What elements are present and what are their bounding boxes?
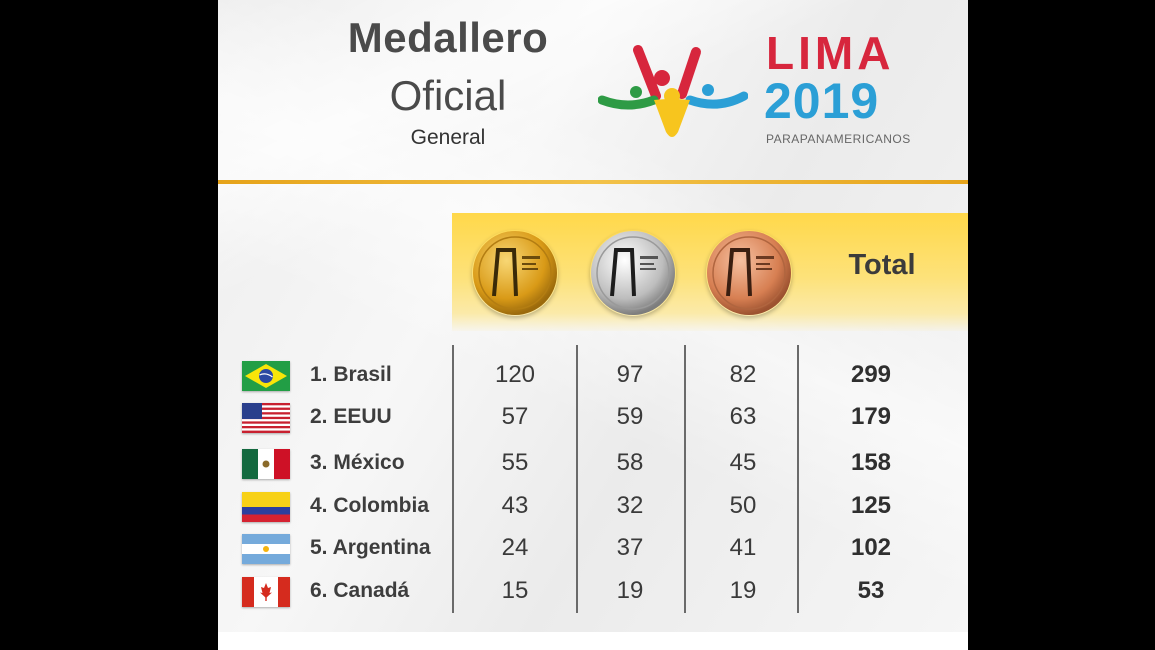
gold-count: 15 (501, 577, 529, 604)
medal-header-band: Total (452, 213, 968, 331)
silver-count: 59 (616, 403, 644, 430)
gold-count: 120 (494, 361, 536, 388)
silver-count: 97 (616, 361, 644, 388)
argentina-flag-icon (242, 534, 290, 564)
lima-2019-emblem-icon (597, 38, 749, 148)
bronze-count: 19 (729, 577, 757, 604)
canada-flag-icon (242, 577, 290, 607)
country-name: 4. Colombia (310, 494, 430, 517)
table-row: 1. Brasil 120 97 82 299 (218, 353, 968, 397)
medal-table-graphic: Medallero Oficial General LIMA 2019 PARA… (218, 0, 968, 650)
total-count: 179 (850, 403, 892, 430)
country-name: 1. Brasil (310, 363, 392, 386)
total-column-header: Total (848, 249, 916, 281)
logo-tagline: PARAPANAMERICANOS (766, 132, 911, 146)
total-count: 158 (850, 449, 892, 476)
gold-count: 43 (501, 492, 529, 519)
column-divider (684, 345, 686, 613)
footer-band (218, 632, 968, 650)
table-row: 2. EEUU 57 59 63 179 (218, 395, 968, 439)
page-subtitle: Oficial (389, 72, 507, 119)
table-row: 6. Canadá 15 19 19 53 (218, 569, 968, 613)
total-count: 102 (850, 534, 892, 561)
logo-wordmark: LIMA (766, 27, 895, 79)
table-row: 4. Colombia 43 32 50 125 (218, 484, 968, 528)
column-divider (576, 345, 578, 613)
page-title: Medallero (347, 14, 549, 61)
bronze-count: 45 (729, 449, 757, 476)
country-name: 6. Canadá (310, 579, 410, 602)
bronze-count: 63 (729, 403, 757, 430)
silver-count: 58 (616, 449, 644, 476)
country-name: 5. Argentina (310, 536, 431, 559)
logo-year: 2019 (764, 73, 880, 129)
country-name: 3. México (310, 451, 405, 474)
gold-medal-icon (472, 230, 558, 316)
bronze-count: 50 (729, 492, 757, 519)
table-row: 5. Argentina 24 37 41 102 (218, 526, 968, 570)
bronze-count: 41 (729, 534, 757, 561)
gold-count: 57 (501, 403, 529, 430)
brazil-flag-icon (242, 361, 290, 391)
silver-medal-icon (590, 230, 676, 316)
silver-count: 19 (616, 577, 644, 604)
bronze-medal-icon (706, 230, 792, 316)
table-row: 3. México 55 58 45 158 (218, 441, 968, 485)
silver-count: 37 (616, 534, 644, 561)
gold-count: 24 (501, 534, 529, 561)
header-divider (218, 180, 968, 184)
total-count: 53 (857, 577, 885, 604)
category-label: General (410, 126, 486, 149)
column-divider (797, 345, 799, 613)
silver-count: 32 (616, 492, 644, 519)
mexico-flag-icon (242, 449, 290, 479)
gold-count: 55 (501, 449, 529, 476)
bronze-count: 82 (729, 361, 757, 388)
total-count: 299 (850, 361, 892, 388)
usa-flag-icon (242, 403, 290, 433)
header: Medallero Oficial General LIMA 2019 PARA… (218, 0, 968, 182)
total-count: 125 (850, 492, 892, 519)
country-name: 2. EEUU (310, 405, 392, 428)
column-divider (452, 345, 454, 613)
colombia-flag-icon (242, 492, 290, 522)
